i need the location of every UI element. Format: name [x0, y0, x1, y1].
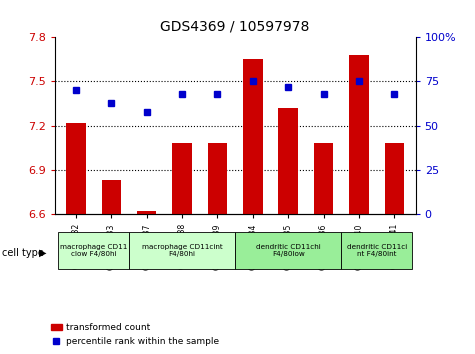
Bar	[278, 108, 298, 214]
Bar	[385, 143, 404, 214]
Bar	[243, 59, 263, 214]
Bar	[172, 143, 192, 214]
Bar	[129, 232, 235, 269]
Bar	[342, 232, 412, 269]
Bar	[137, 211, 156, 214]
Title: GDS4369 / 10597978: GDS4369 / 10597978	[161, 19, 310, 33]
Bar	[349, 55, 369, 214]
Text: dendritic CD11ci
nt F4/80int: dendritic CD11ci nt F4/80int	[347, 244, 407, 257]
Bar	[102, 180, 121, 214]
Bar	[58, 232, 129, 269]
Bar	[235, 232, 342, 269]
Text: cell type: cell type	[2, 248, 44, 258]
Bar	[208, 143, 227, 214]
Legend: transformed count, percentile rank within the sample: transformed count, percentile rank withi…	[48, 320, 223, 349]
Bar	[314, 143, 333, 214]
Bar	[66, 123, 86, 214]
Text: dendritic CD11chi
F4/80low: dendritic CD11chi F4/80low	[256, 244, 321, 257]
Text: macrophage CD11cint
F4/80hi: macrophage CD11cint F4/80hi	[142, 244, 222, 257]
Text: macrophage CD11
clow F4/80hi: macrophage CD11 clow F4/80hi	[60, 244, 127, 257]
Text: ▶: ▶	[39, 248, 47, 258]
